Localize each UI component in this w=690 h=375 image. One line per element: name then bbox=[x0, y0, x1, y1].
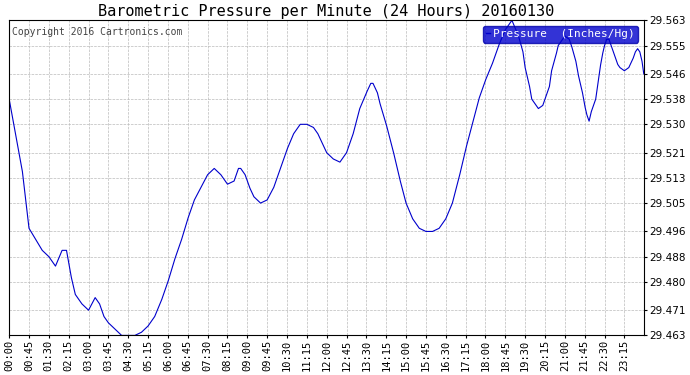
Legend: Pressure  (Inches/Hg): Pressure (Inches/Hg) bbox=[483, 26, 638, 42]
Text: Copyright 2016 Cartronics.com: Copyright 2016 Cartronics.com bbox=[12, 27, 183, 37]
Title: Barometric Pressure per Minute (24 Hours) 20160130: Barometric Pressure per Minute (24 Hours… bbox=[99, 4, 555, 19]
